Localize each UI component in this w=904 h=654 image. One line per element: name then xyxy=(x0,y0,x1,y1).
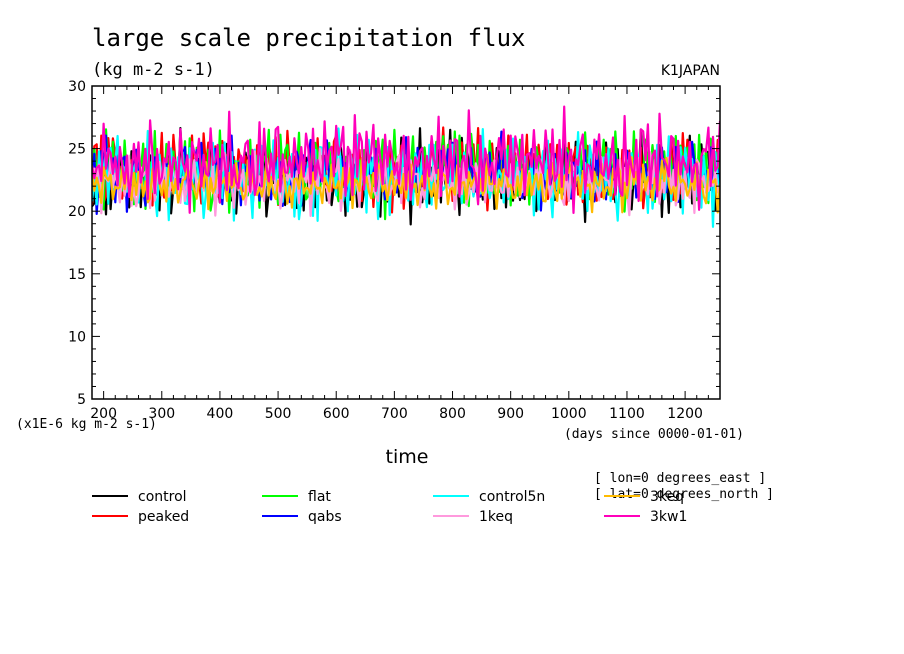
legend-label-3keq: 3keq xyxy=(650,489,684,505)
y-tick-label: 25 xyxy=(68,142,86,158)
x-units: (days since 0000-01-01) xyxy=(564,427,744,442)
x-tick-label: 200 xyxy=(90,406,117,422)
x-tick-label: 1200 xyxy=(667,406,703,422)
x-tick-label: 700 xyxy=(381,406,408,422)
x-tick-label: 500 xyxy=(265,406,292,422)
legend-label-1keq: 1keq xyxy=(479,509,513,525)
info-lat: [ lat=0 degrees_north ] xyxy=(594,487,774,502)
y-tick-label: 20 xyxy=(68,204,86,220)
x-tick-label: 900 xyxy=(497,406,524,422)
legend-label-3kw1: 3kw1 xyxy=(650,509,687,525)
chart-units: (kg m-2 s-1) xyxy=(92,60,215,80)
chart-title: large scale precipitation flux xyxy=(92,24,525,52)
x-tick-label: 800 xyxy=(439,406,466,422)
x-tick-label: 400 xyxy=(207,406,234,422)
y-tick-label: 15 xyxy=(68,267,86,283)
chart-source: K1JAPAN xyxy=(661,63,720,79)
axis-layer: 200 300 400 500 600 700 800 900 1000 1100 1200 5 10 1… xyxy=(68,79,721,422)
legend: control flat control5n 3keq peaked qabs 1keq 3k… xyxy=(92,489,687,525)
x-tick-label: 600 xyxy=(323,406,350,422)
y-tick-label: 30 xyxy=(68,79,86,95)
y-tick-label: 5 xyxy=(77,392,86,408)
y-tick-label: 10 xyxy=(68,329,86,345)
legend-label-flat: flat xyxy=(308,489,331,505)
x-axis-label: time xyxy=(386,446,429,468)
series-line-3kw1 xyxy=(92,105,720,214)
legend-label-qabs: qabs xyxy=(308,509,342,525)
x-tick-label: 1100 xyxy=(609,406,645,422)
series-layer xyxy=(92,105,720,228)
x-tick-label: 300 xyxy=(148,406,175,422)
legend-label-control5n: control5n xyxy=(479,489,545,505)
legend-label-control: control xyxy=(138,489,187,505)
info-lon: [ lon=0 degrees_east ] xyxy=(594,471,766,486)
y-scale-note: (x1E-6 kg m-2 s-1) xyxy=(16,417,157,432)
legend-label-peaked: peaked xyxy=(138,509,189,525)
x-tick-label: 1000 xyxy=(551,406,587,422)
